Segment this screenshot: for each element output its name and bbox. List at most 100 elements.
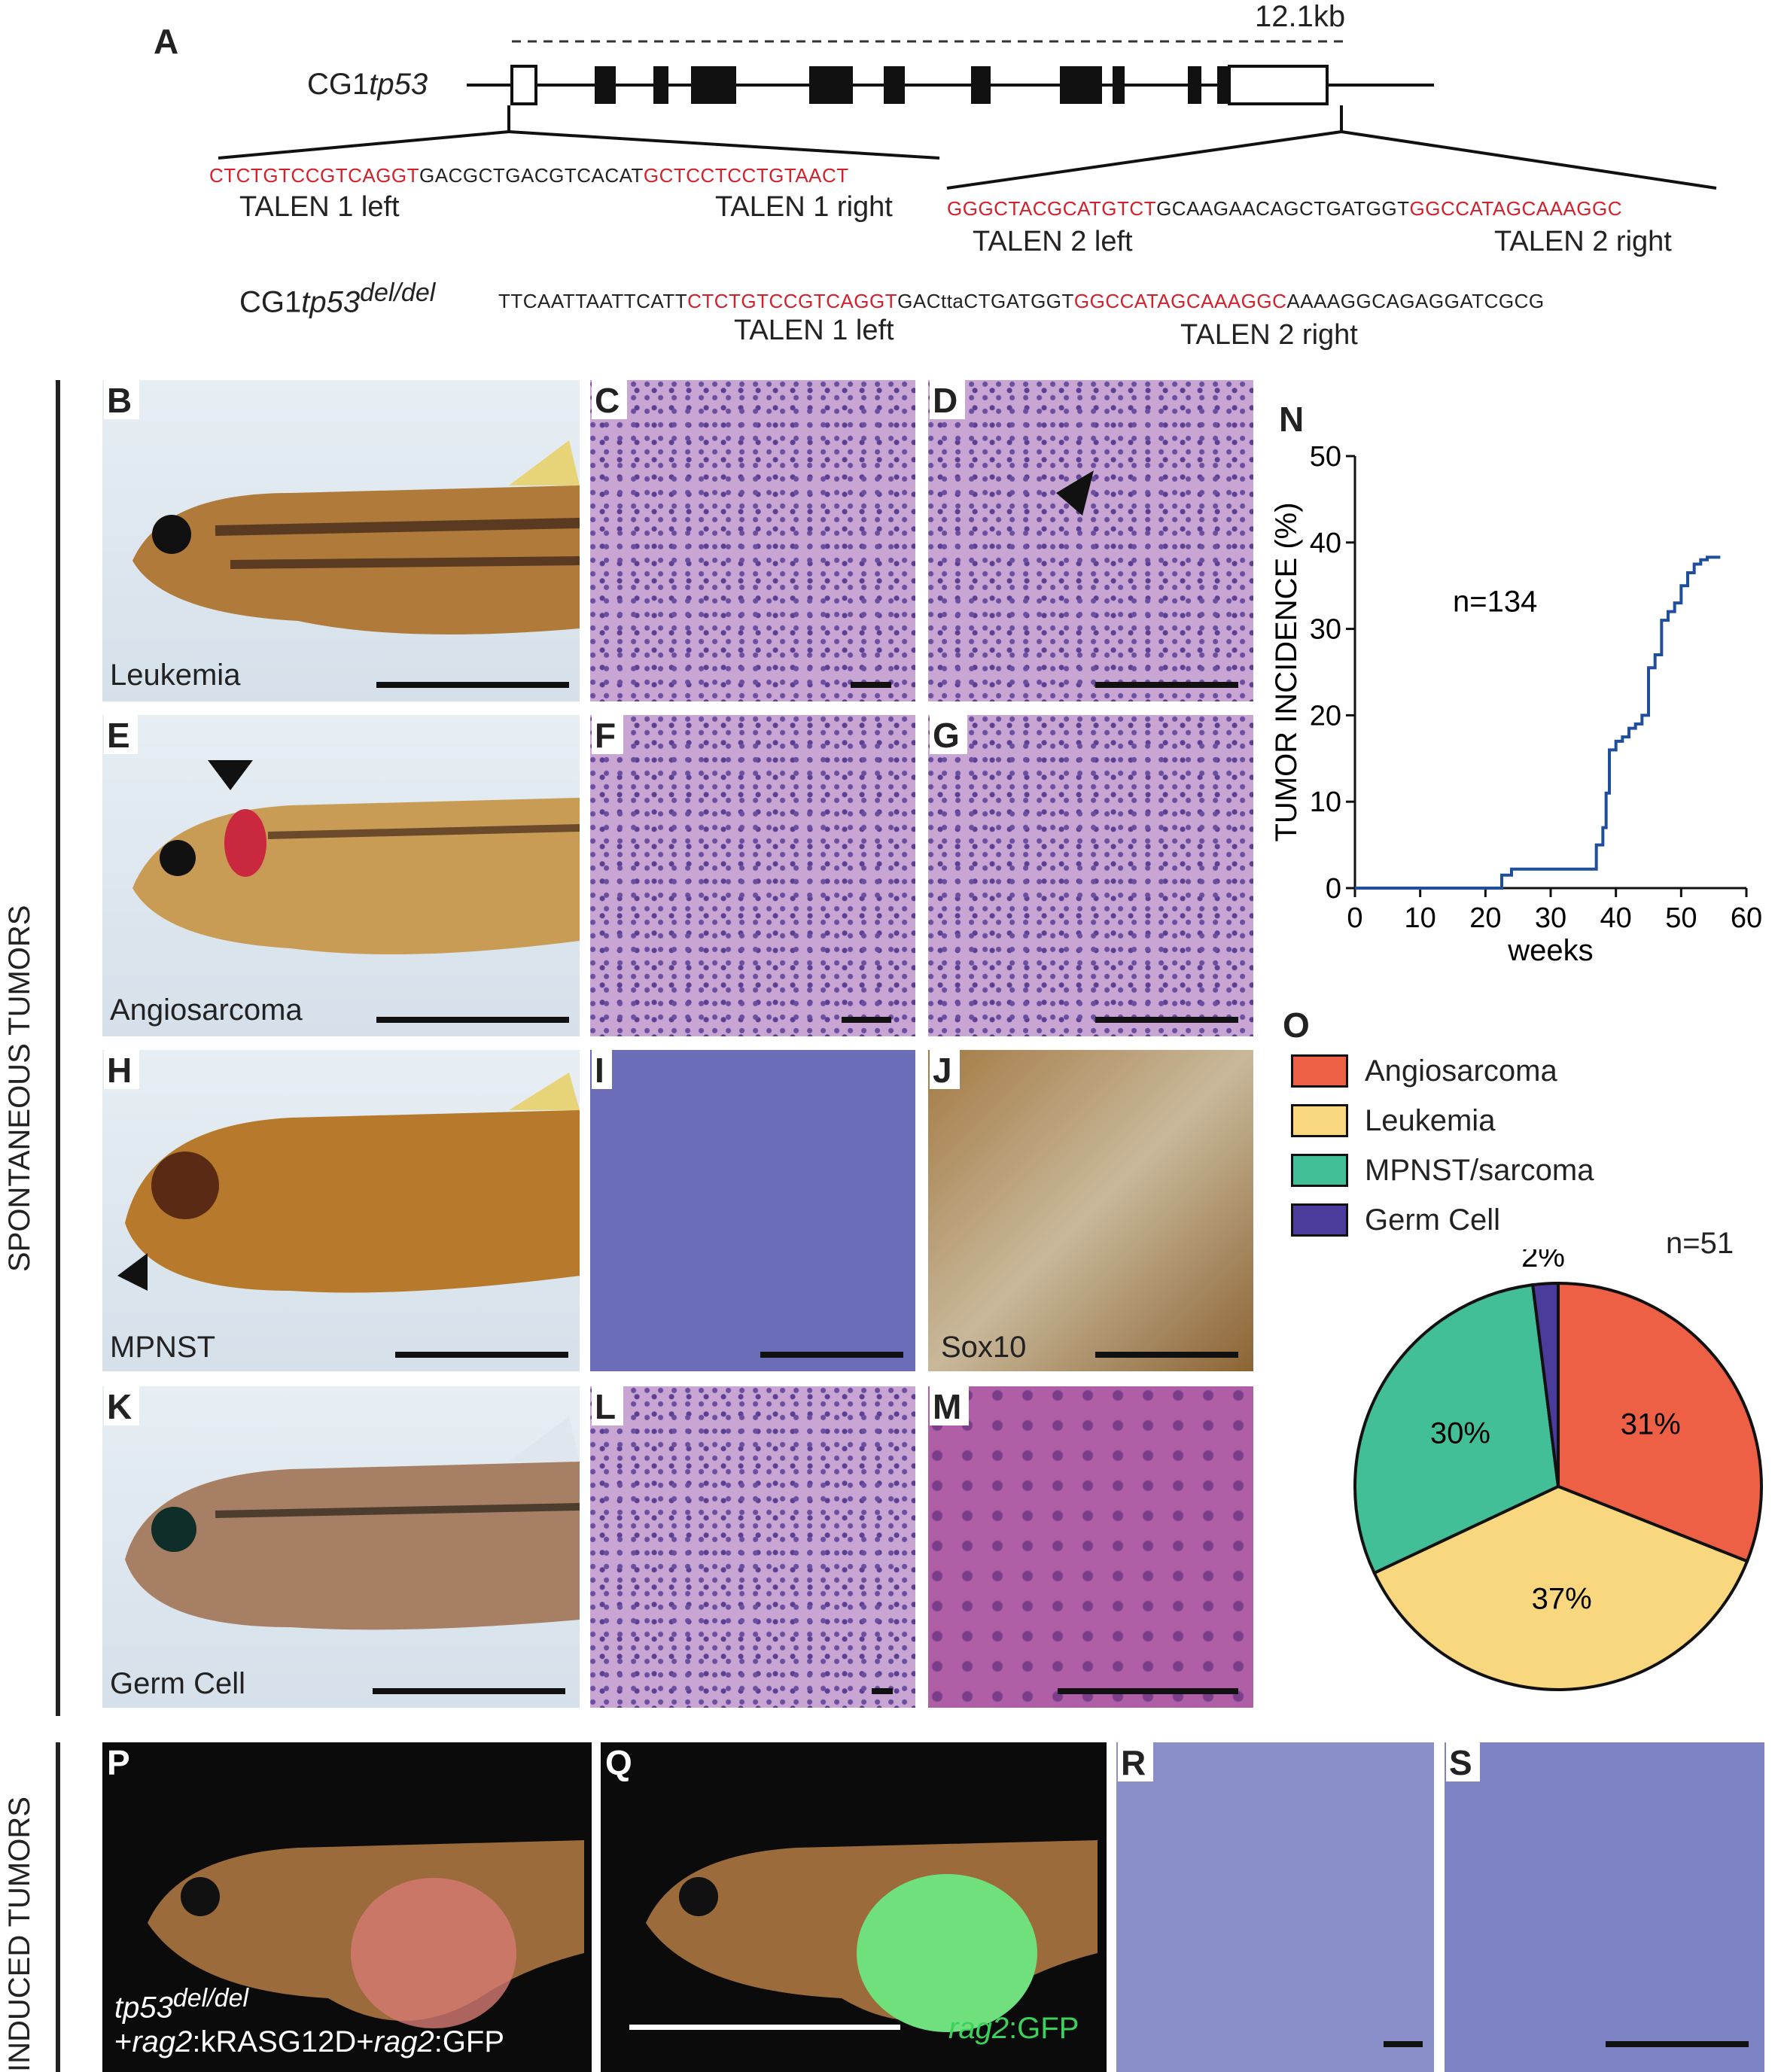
incidence-step-line: [1355, 555, 1721, 890]
talen1-left-label: TALEN 1 left: [239, 191, 400, 223]
gene-name-label: CG1tp53: [307, 68, 428, 101]
talen2-right-label: TALEN 2 right: [1494, 226, 1672, 257]
panel-r-label: R: [1118, 1742, 1154, 1781]
x-tick-label: 0: [1347, 902, 1362, 934]
panel-j-scalebar: [1095, 1352, 1238, 1358]
exon-6: [884, 66, 905, 104]
legend-label: Leukemia: [1365, 1103, 1496, 1137]
pie-n-annotation: n=51: [1666, 1227, 1734, 1260]
x-tick-label: 30: [1535, 902, 1566, 934]
exon-3: [653, 66, 668, 104]
panel-i-scalebar: [760, 1352, 903, 1358]
exon-11-utr: [1228, 65, 1329, 105]
x-tick-label: 10: [1405, 902, 1436, 934]
y-tick-label: 40: [1310, 528, 1341, 559]
panel-b-fish-leukemia: [102, 380, 580, 701]
panel-g-scalebar: [1095, 1017, 1238, 1023]
x-tick-label: 50: [1665, 902, 1697, 934]
panel-q-scalebar: [629, 2025, 900, 2030]
y-tick-label: 30: [1310, 614, 1341, 646]
x-tick-label: 40: [1600, 902, 1632, 934]
panel-e-scalebar: [376, 1017, 569, 1023]
panel-b-scalebar: [376, 682, 569, 688]
panel-k-scalebar: [373, 1688, 565, 1694]
panel-d-histology: [928, 380, 1253, 701]
pie-slice-label: 31%: [1621, 1408, 1681, 1441]
panel-p-fish-brightfield: [102, 1742, 592, 2072]
panel-r-histology: [1116, 1742, 1434, 2072]
panel-d-label: D: [930, 380, 966, 419]
panel-g-histology: [928, 715, 1253, 1036]
fish-illustration: [646, 1840, 1098, 2032]
legend-item: Angiosarcoma: [1291, 1046, 1594, 1096]
spontaneous-tumors-label: SPONTANEOUS TUMORS: [3, 905, 36, 1272]
talen1-sequence: CTCTGTCCGTCAGGTGACGCTGACGTCACATGCTCCTCCT…: [209, 164, 849, 187]
panel-m-label: M: [930, 1386, 970, 1425]
panel-c-scalebar: [851, 682, 891, 688]
legend-swatch: [1291, 1203, 1348, 1237]
fish-eye: [151, 1152, 219, 1219]
legend-label: Germ Cell: [1365, 1203, 1501, 1237]
zoom-line-1b: [508, 130, 940, 160]
deletion-sequence: TTCAATTAATTCATTCTCTGTCCGTCAGGTGACttaCTGA…: [498, 290, 1545, 312]
panel-j-label: J: [930, 1050, 960, 1089]
deletion-allele-label: CG1tp53del/del: [239, 278, 436, 319]
pie-slice: [1530, 1281, 1560, 1487]
panel-b-label: B: [104, 380, 140, 419]
legend-item: MPNST/sarcoma: [1291, 1146, 1594, 1195]
panel-q-caption: rag2:GFP: [948, 2012, 1079, 2045]
tumor-type-pie-chart: 31% 37% 30% 2%: [1353, 1249, 1763, 1691]
panel-n-label: N: [1276, 399, 1312, 438]
panel-h-label: H: [104, 1050, 140, 1089]
panel-h-scalebar: [395, 1352, 568, 1358]
panel-e-label: E: [104, 715, 138, 754]
legend-swatch: [1291, 1154, 1348, 1187]
zoom-line-2a: [946, 130, 1342, 190]
fish-illustration: [117, 1073, 580, 1293]
panel-s-histology: [1445, 1742, 1764, 2072]
panel-q-label: Q: [605, 1743, 632, 1782]
exon-1-utr: [510, 65, 537, 105]
pie-legend: Angiosarcoma Leukemia MPNST/sarcoma Germ Ce…: [1291, 1046, 1594, 1245]
panel-k-caption: Germ Cell: [110, 1667, 246, 1700]
talen2-left-label: TALEN 2 left: [973, 226, 1133, 257]
panel-m-histology: [928, 1386, 1253, 1708]
panel-e-fish-angiosarcoma: [102, 715, 580, 1036]
panel-s-label: S: [1446, 1742, 1480, 1781]
panel-c-histology: [590, 380, 915, 701]
exon-4: [691, 66, 736, 104]
gene-size-label: 12.1kb: [1255, 0, 1346, 33]
gene-structure-diagram: [218, 40, 1717, 190]
panel-l-scalebar: [872, 1688, 893, 1694]
y-tick-label: 10: [1310, 787, 1341, 818]
panel-i-histology: [590, 1050, 915, 1371]
y-tick-label: 20: [1310, 700, 1341, 732]
panel-h-fish-mpnst: [102, 1050, 580, 1371]
tumor-incidence-chart: 0 10 20 30 40 50 0 10 20 30 40 50 60 weeks TUMOR INCID…: [1270, 441, 1761, 967]
pie-slice: [1353, 1282, 1560, 1575]
y-tick-label: 50: [1310, 441, 1341, 473]
panel-f-scalebar: [842, 1017, 891, 1023]
gfp-tumor: [857, 1874, 1037, 2032]
panel-o-label: O: [1280, 1005, 1317, 1044]
panel-a-label: A: [154, 22, 179, 61]
panel-d-scalebar: [1095, 682, 1238, 688]
tumor-mass: [351, 1878, 516, 2028]
legend-label: Angiosarcoma: [1365, 1054, 1557, 1088]
fish-illustration: [132, 760, 580, 954]
zoom-line-1a: [218, 130, 510, 160]
legend-label: MPNST/sarcoma: [1365, 1153, 1594, 1187]
y-tick-label: 0: [1326, 873, 1341, 905]
panel-j-sox10-stain: [928, 1050, 1253, 1371]
panel-p-caption: tp53del/del +rag2:kRASG12D+rag2:GFP: [114, 1984, 505, 2059]
arrow-icon: [1056, 470, 1094, 516]
panel-m-scalebar: [1058, 1688, 1238, 1694]
y-axis-title: TUMOR INCIDENCE (%): [1270, 502, 1303, 841]
panel-b-caption: Leukemia: [110, 659, 241, 692]
fish-illustration: [125, 1416, 580, 1630]
arrowhead-up-icon: [117, 1253, 148, 1291]
exon-5: [809, 66, 853, 104]
fish-eye: [151, 1507, 196, 1552]
panel-l-histology: [590, 1386, 915, 1708]
deletion-talen1-label: TALEN 1 left: [734, 315, 894, 346]
